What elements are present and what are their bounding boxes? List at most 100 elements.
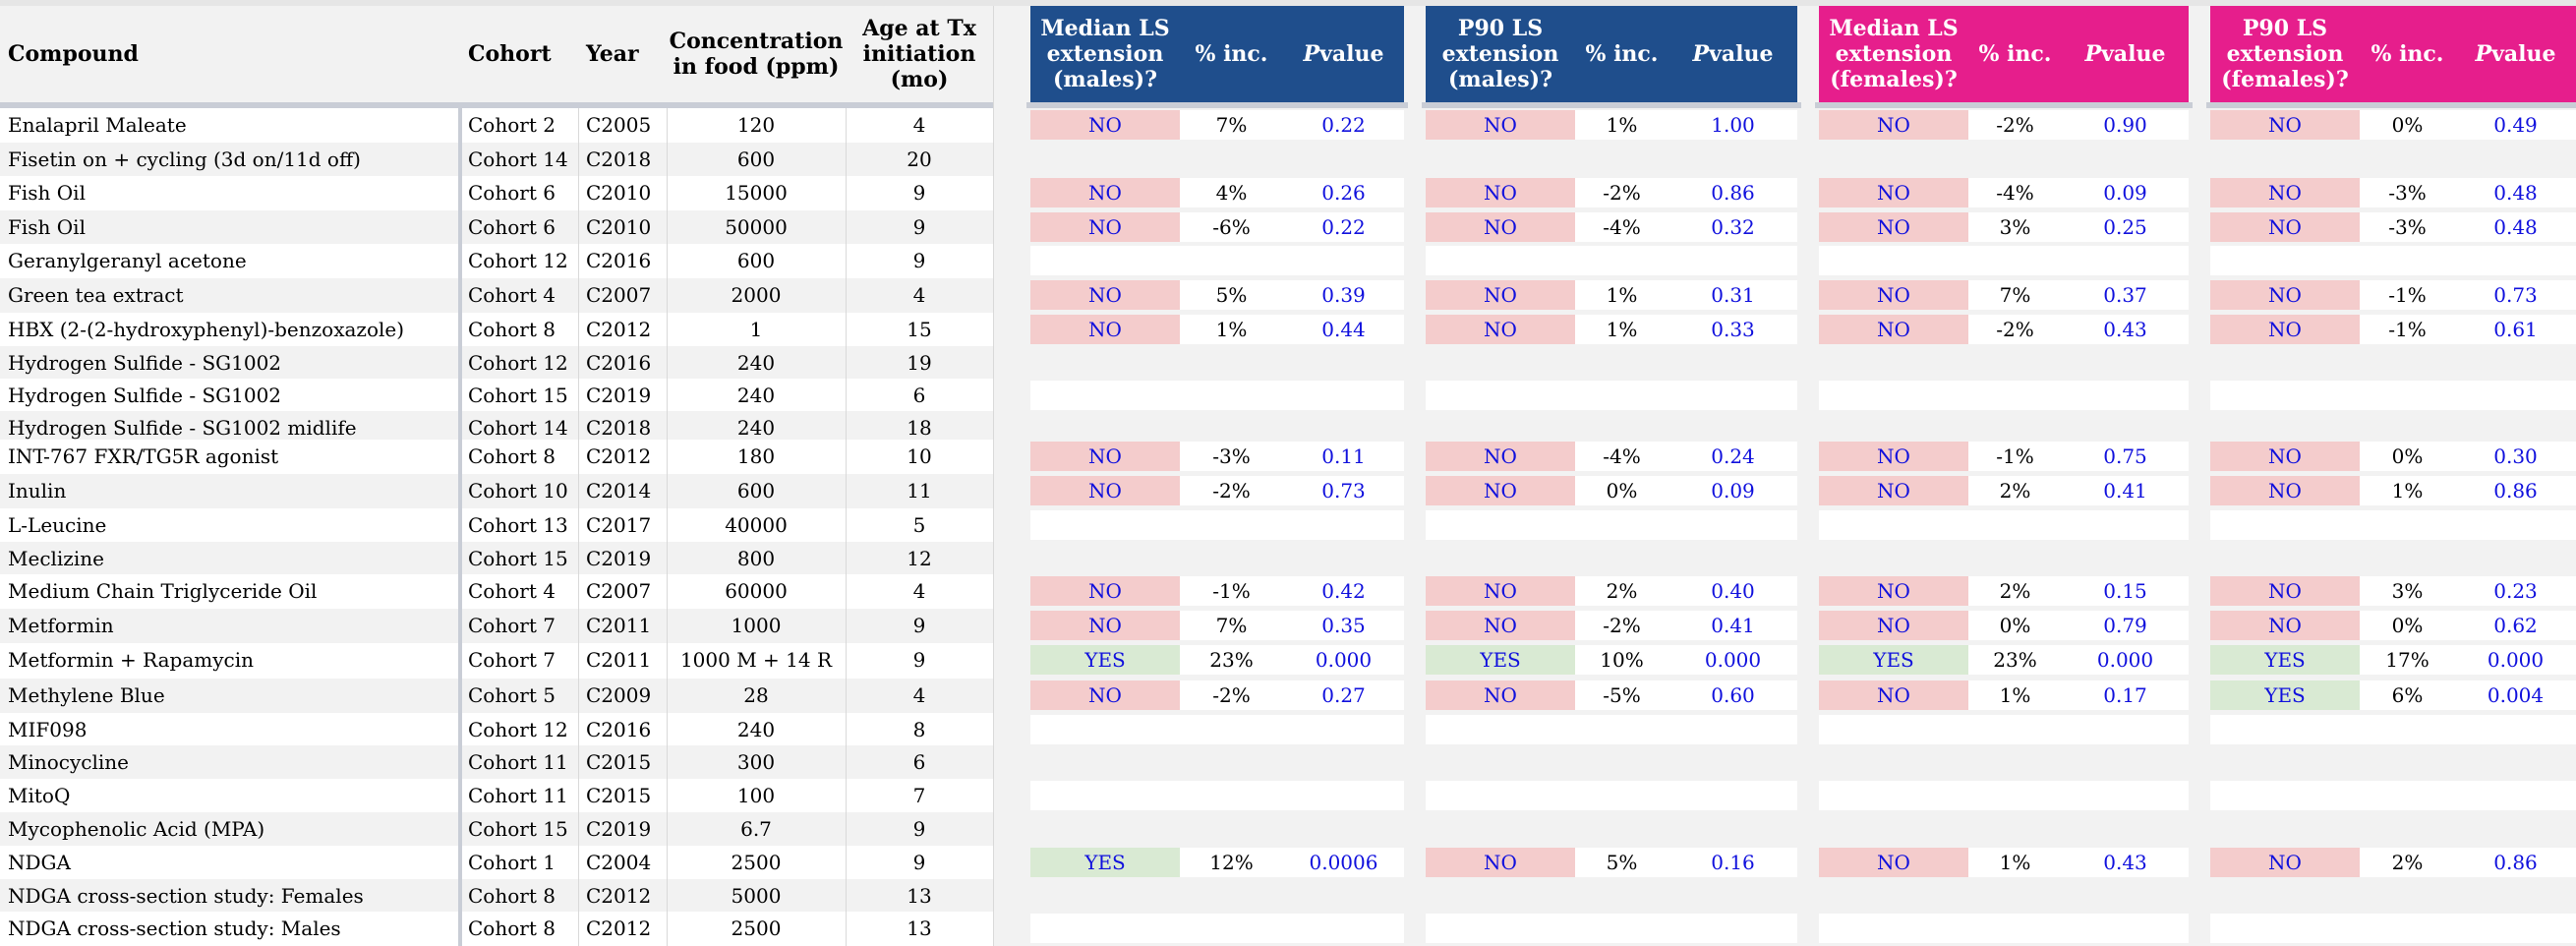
pct-increase[interactable]: 2% bbox=[1999, 579, 2031, 603]
p-value[interactable]: 0.73 bbox=[1321, 479, 1366, 503]
lifespan-extension-flag[interactable]: NO bbox=[2210, 611, 2360, 640]
cell-compound[interactable]: NDGA cross-section study: Males bbox=[8, 916, 341, 940]
lifespan-extension-flag[interactable]: YES bbox=[2210, 645, 2360, 675]
pct-increase[interactable]: -2% bbox=[1996, 318, 2034, 341]
cell-age[interactable]: 12 bbox=[907, 547, 932, 570]
pct-increase[interactable]: -4% bbox=[1603, 215, 1641, 239]
lifespan-extension-flag[interactable]: YES bbox=[1030, 848, 1180, 877]
cell-year[interactable]: C2016 bbox=[586, 249, 652, 272]
pct-increase[interactable]: -2% bbox=[1212, 479, 1251, 503]
pct-increase[interactable]: 5% bbox=[1215, 283, 1248, 307]
pct-increase[interactable]: 2% bbox=[1606, 579, 1638, 603]
cell-year[interactable]: C2015 bbox=[586, 784, 652, 807]
cell-age[interactable]: 9 bbox=[912, 817, 926, 841]
cell-year[interactable]: C2018 bbox=[586, 148, 652, 171]
cell-conc[interactable]: 50000 bbox=[725, 215, 788, 239]
pct-increase[interactable]: 12% bbox=[1209, 851, 1254, 874]
cell-age[interactable]: 4 bbox=[912, 113, 926, 137]
cell-conc[interactable]: 800 bbox=[736, 547, 776, 570]
p-value[interactable]: 0.44 bbox=[1321, 318, 1366, 341]
pct-increase[interactable]: 0% bbox=[1999, 614, 2031, 637]
lifespan-extension-flag[interactable]: NO bbox=[1426, 212, 1575, 242]
pct-increase[interactable]: -2% bbox=[1212, 683, 1251, 707]
cell-compound[interactable]: NDGA bbox=[8, 851, 71, 874]
p-value[interactable]: 0.49 bbox=[2493, 113, 2538, 137]
cell-cohort[interactable]: Cohort 12 bbox=[468, 351, 568, 375]
pct-increase[interactable]: 0% bbox=[2391, 113, 2424, 137]
cell-conc[interactable]: 240 bbox=[736, 351, 776, 375]
cell-compound[interactable]: Methylene Blue bbox=[8, 683, 165, 707]
lifespan-extension-flag[interactable]: NO bbox=[1426, 280, 1575, 310]
cell-conc[interactable]: 2500 bbox=[731, 916, 782, 940]
p-value[interactable]: 0.11 bbox=[1321, 444, 1366, 468]
pct-increase[interactable]: 7% bbox=[1215, 614, 1248, 637]
lifespan-extension-flag[interactable]: NO bbox=[1030, 178, 1180, 207]
p-value[interactable]: 0.17 bbox=[2103, 683, 2147, 707]
p-value[interactable]: 0.33 bbox=[1711, 318, 1755, 341]
cell-year[interactable]: C2017 bbox=[586, 513, 652, 537]
cell-compound[interactable]: L-Leucine bbox=[8, 513, 107, 537]
p-value[interactable]: 0.31 bbox=[1711, 283, 1755, 307]
p-value[interactable]: 0.40 bbox=[1711, 579, 1755, 603]
cell-compound[interactable]: Fish Oil bbox=[8, 215, 86, 239]
pct-increase[interactable]: 6% bbox=[2391, 683, 2424, 707]
cell-age[interactable]: 13 bbox=[907, 884, 932, 908]
p-value[interactable]: 0.43 bbox=[2103, 318, 2147, 341]
p-value[interactable]: 0.09 bbox=[2103, 181, 2147, 205]
pct-increase[interactable]: 1% bbox=[1606, 318, 1638, 341]
p-value[interactable]: 0.32 bbox=[1711, 215, 1755, 239]
lifespan-extension-flag[interactable]: NO bbox=[1819, 110, 1968, 140]
cell-age[interactable]: 18 bbox=[907, 416, 932, 440]
cell-cohort[interactable]: Cohort 4 bbox=[468, 283, 556, 307]
cell-cohort[interactable]: Cohort 12 bbox=[468, 718, 568, 741]
pct-increase[interactable]: 2% bbox=[2391, 851, 2424, 874]
cell-cohort[interactable]: Cohort 7 bbox=[468, 614, 556, 637]
cell-age[interactable]: 8 bbox=[912, 718, 926, 741]
cell-age[interactable]: 9 bbox=[912, 614, 926, 637]
p-value[interactable]: 0.61 bbox=[2493, 318, 2538, 341]
cell-year[interactable]: C2012 bbox=[586, 916, 652, 940]
cell-age[interactable]: 4 bbox=[912, 283, 926, 307]
p-value[interactable]: 0.62 bbox=[2493, 614, 2538, 637]
lifespan-extension-flag[interactable]: YES bbox=[1426, 645, 1575, 675]
cell-compound[interactable]: Metformin bbox=[8, 614, 114, 637]
cell-age[interactable]: 9 bbox=[912, 215, 926, 239]
lifespan-extension-flag[interactable]: NO bbox=[2210, 110, 2360, 140]
cell-year[interactable]: C2012 bbox=[586, 884, 652, 908]
cell-conc[interactable]: 2500 bbox=[731, 851, 782, 874]
lifespan-extension-flag[interactable]: NO bbox=[1426, 576, 1575, 606]
p-value[interactable]: 0.60 bbox=[1711, 683, 1755, 707]
p-value[interactable]: 0.86 bbox=[1711, 181, 1755, 205]
cell-age[interactable]: 15 bbox=[907, 318, 932, 341]
p-value[interactable]: 0.39 bbox=[1321, 283, 1366, 307]
cell-compound[interactable]: Minocycline bbox=[8, 750, 130, 774]
lifespan-extension-flag[interactable]: NO bbox=[1426, 315, 1575, 344]
cell-age[interactable]: 7 bbox=[912, 784, 926, 807]
cell-age[interactable]: 9 bbox=[912, 648, 926, 672]
cell-conc[interactable]: 15000 bbox=[725, 181, 788, 205]
cell-cohort[interactable]: Cohort 14 bbox=[468, 416, 568, 440]
cell-conc[interactable]: 300 bbox=[736, 750, 776, 774]
p-value[interactable]: 0.000 bbox=[1704, 648, 1762, 672]
cell-year[interactable]: C2014 bbox=[586, 479, 652, 503]
pct-increase[interactable]: 2% bbox=[1999, 479, 2031, 503]
pct-increase[interactable]: -1% bbox=[2388, 283, 2427, 307]
cell-cohort[interactable]: Cohort 8 bbox=[468, 318, 556, 341]
cell-conc[interactable]: 60000 bbox=[725, 579, 788, 603]
pct-increase[interactable]: 1% bbox=[1215, 318, 1248, 341]
lifespan-extension-flag[interactable]: NO bbox=[1030, 476, 1180, 505]
lifespan-extension-flag[interactable]: NO bbox=[1030, 680, 1180, 710]
cell-compound[interactable]: Hydrogen Sulfide - SG1002 bbox=[8, 351, 282, 375]
cell-year[interactable]: C2005 bbox=[586, 113, 652, 137]
cell-compound[interactable]: Fisetin on + cycling (3d on/11d off) bbox=[8, 148, 361, 171]
cell-compound[interactable]: Inulin bbox=[8, 479, 67, 503]
cell-year[interactable]: C2007 bbox=[586, 283, 652, 307]
cell-conc[interactable]: 1000 M + 14 R bbox=[679, 648, 833, 672]
lifespan-extension-flag[interactable]: NO bbox=[1030, 110, 1180, 140]
cell-age[interactable]: 4 bbox=[912, 579, 926, 603]
cell-conc[interactable]: 240 bbox=[736, 384, 776, 407]
cell-cohort[interactable]: Cohort 6 bbox=[468, 181, 556, 205]
cell-cohort[interactable]: Cohort 8 bbox=[468, 916, 556, 940]
cell-cohort[interactable]: Cohort 13 bbox=[468, 513, 568, 537]
pct-increase[interactable]: 10% bbox=[1600, 648, 1644, 672]
